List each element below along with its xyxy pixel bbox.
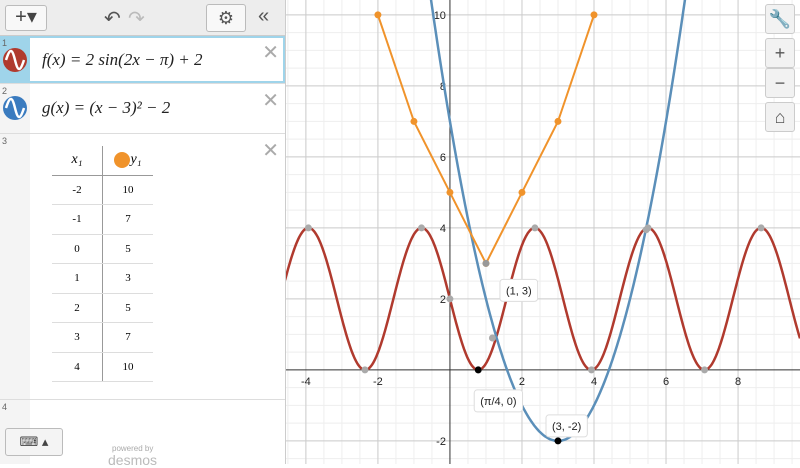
y-tick-label: 2: [440, 294, 446, 306]
gray-point: [531, 224, 539, 232]
expression-row[interactable]: 2 g(x) = (x − 3)² − 2 ✕: [0, 84, 285, 134]
y-tick-label: 10: [434, 10, 446, 22]
x-tick-label: 4: [591, 376, 597, 388]
table-point: [446, 188, 454, 196]
curve-icon: [3, 48, 27, 72]
label-box: [545, 414, 588, 438]
x-tick-label: -4: [301, 376, 311, 388]
y-tick-label: 4: [440, 223, 446, 235]
x-tick-label: -2: [373, 376, 383, 388]
table-cell: 1: [52, 263, 103, 294]
point-label: (π/4, 0): [480, 396, 516, 408]
table-point: [590, 11, 598, 19]
table-point: [518, 188, 526, 196]
add-button[interactable]: +▾: [5, 5, 47, 31]
label-box: [473, 389, 524, 413]
expression-text: f(x) = 2 sin(2x − π) + 2: [42, 50, 203, 69]
table-row[interactable]: 3 x₁ y₁ -2 10 -1 7 0 5 1 3 2 5 3 7 4 10 ✕: [0, 134, 285, 400]
gray-point: [417, 224, 425, 232]
table-point: [554, 117, 562, 125]
zoom-out-button[interactable]: −: [765, 68, 795, 98]
branding-logo: desmos: [108, 452, 158, 468]
expression-text: g(x) = (x − 3)² − 2: [42, 98, 171, 117]
table-header-text: y₁: [130, 152, 142, 168]
labeled-point: [474, 366, 482, 374]
table-cell: 0: [52, 234, 103, 264]
table-header: x₁: [52, 146, 103, 176]
delete-button[interactable]: ✕: [262, 140, 279, 162]
x-tick-label: 2: [519, 376, 525, 388]
label-box: [499, 278, 539, 302]
table-cell: 5: [102, 234, 153, 264]
table-cell: 10: [102, 352, 153, 382]
gray-point: [361, 366, 369, 374]
table: x₁ y₁ -2 10 -1 7 0 5 1 3 2 5 3 7 4 10: [52, 146, 153, 382]
delete-button[interactable]: ✕: [262, 42, 279, 64]
table-cell: 5: [102, 293, 153, 323]
curve: [283, 226, 800, 372]
gray-point: [488, 334, 496, 342]
x-tick-label: 6: [663, 376, 669, 388]
redo-button[interactable]: ↷: [128, 8, 145, 30]
table-cell: -2: [52, 175, 103, 205]
table-point: [410, 117, 418, 125]
branding-small: powered by: [112, 444, 154, 453]
table-cell: 7: [102, 204, 153, 235]
labeled-point: [554, 437, 562, 445]
row-number: 3: [0, 134, 30, 399]
table-cell: 10: [102, 175, 153, 205]
table-cell: 3: [102, 263, 153, 294]
y-tick-label: 6: [440, 152, 446, 164]
y-tick-label: 8: [440, 81, 446, 93]
home-button[interactable]: ⌂: [765, 102, 795, 132]
gray-point: [757, 224, 765, 232]
point-label: (3, -2): [552, 421, 581, 433]
keyboard-button[interactable]: ⌨ ▴: [5, 428, 63, 456]
x-tick-label: 8: [735, 376, 741, 388]
table-header: y₁: [102, 146, 153, 176]
toolbar: +▾ ↶ ↷ ⚙ «: [0, 0, 285, 36]
expression-row[interactable]: 1 f(x) = 2 sin(2x − π) + 2 ✕: [0, 36, 285, 84]
table-point: [374, 11, 382, 19]
table-cell: -1: [52, 204, 103, 235]
collapse-button[interactable]: «: [258, 5, 270, 27]
y-tick-label: -2: [436, 436, 446, 448]
delete-button[interactable]: ✕: [262, 90, 279, 112]
settings-button[interactable]: ⚙: [206, 4, 246, 32]
labeled-point: [482, 259, 490, 267]
gray-point: [587, 366, 595, 374]
table-cell: 2: [52, 293, 103, 323]
gray-point: [701, 366, 709, 374]
gray-point: [642, 226, 650, 234]
expression-panel: +▾ ↶ ↷ ⚙ « 1 f(x) = 2 sin(2x − π) + 2 ✕ …: [0, 0, 286, 468]
point-label: (1, 3): [506, 285, 532, 297]
table-cell: 3: [52, 322, 103, 353]
zoom-in-button[interactable]: +: [765, 38, 795, 68]
table-cell: 4: [52, 352, 103, 382]
wrench-button[interactable]: 🔧: [765, 4, 795, 34]
undo-button[interactable]: ↶: [104, 8, 121, 30]
curve-icon: [3, 96, 27, 120]
gray-point: [446, 295, 454, 303]
gray-point: [304, 224, 312, 232]
table-cell: 7: [102, 322, 153, 353]
